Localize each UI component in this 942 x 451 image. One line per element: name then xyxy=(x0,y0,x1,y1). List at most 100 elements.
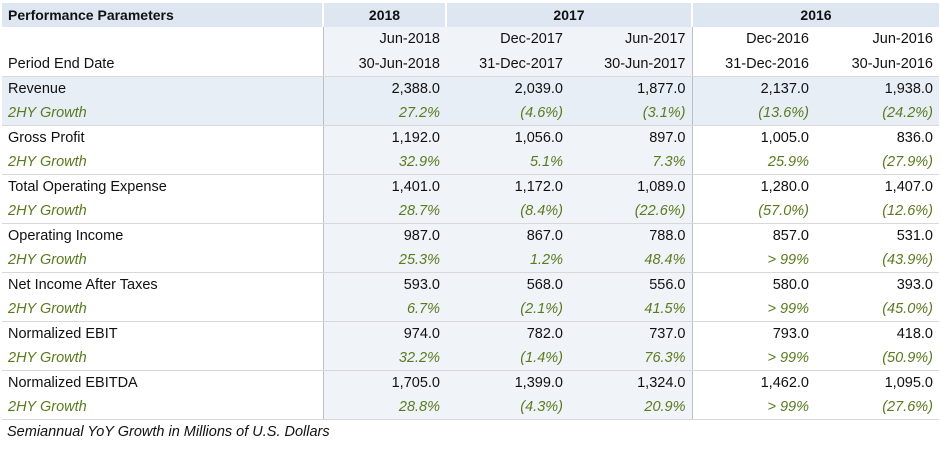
metric-value: 857.0 xyxy=(691,223,815,248)
metric-value: 531.0 xyxy=(896,227,933,244)
metric-value: 737.0 xyxy=(569,321,692,346)
growth-value: (4.6%) xyxy=(446,100,569,126)
metric-value: 393.0 xyxy=(896,276,933,293)
metric-value: 1,705.0 xyxy=(322,370,446,395)
growth-value: 41.5% xyxy=(569,296,692,322)
header-label: Performance Parameters xyxy=(2,3,323,27)
period-cell: Jun-2018 xyxy=(322,27,446,52)
growth-value: (27.9%) xyxy=(815,149,939,175)
metric-value: 1,938.0 xyxy=(815,76,939,101)
metric-label: Revenue xyxy=(2,76,323,101)
growth-value: 48.4% xyxy=(569,247,692,273)
growth-label: 2HY Growth xyxy=(2,198,323,224)
metric-value: 1,280.0 xyxy=(691,174,815,199)
growth-value: (2.1%) xyxy=(446,296,569,322)
growth-value: 25.3% xyxy=(322,247,446,273)
growth-value: > 99% xyxy=(691,296,815,322)
metric-row: Revenue 2,388.0 2,039.0 1,877.0 2,137.0 1,938… xyxy=(2,76,939,101)
growth-value: (4.3%) xyxy=(446,394,569,420)
metric-value: 1,172.0 xyxy=(446,174,569,199)
growth-value: (27.6%) xyxy=(815,394,939,420)
growth-value: 28.7% xyxy=(322,198,446,224)
growth-value: 1.2% xyxy=(446,247,569,273)
growth-label: 2HY Growth xyxy=(2,149,323,175)
metric-value: 782.0 xyxy=(446,321,569,346)
metric-value: 2,137.0 xyxy=(691,76,815,101)
growth-value: (43.9%) xyxy=(815,247,939,273)
period-row-label xyxy=(2,27,323,52)
growth-label: 2HY Growth xyxy=(2,247,323,273)
year-2016-header: 2016 xyxy=(691,3,939,27)
metric-value: 593.0 xyxy=(322,272,446,297)
metric-label: Normalized EBIT xyxy=(8,325,118,342)
metric-value: 987.0 xyxy=(322,223,446,248)
metric-row: Total Operating Expense 1,401.0 1,172.0 1,0… xyxy=(2,174,939,199)
growth-value: 76.3% xyxy=(569,345,692,371)
year-2017-header: 2017 xyxy=(445,3,692,27)
period-cell: Dec-2017 xyxy=(446,27,569,52)
period-end-cell: 30-Jun-2016 xyxy=(815,51,939,77)
period-end-cell: 31-Dec-2017 xyxy=(446,51,569,77)
growth-row: 2HY Growth 28.7% (8.4%) (22.6%) (57.0%) (12.6… xyxy=(2,198,939,224)
growth-row: 2HY Growth 25.3% 1.2% 48.4% > 99% (43.9%) xyxy=(2,247,939,273)
growth-label: 2HY Growth xyxy=(2,394,323,420)
metric-value: 897.0 xyxy=(569,125,692,150)
metric-value: 1,095.0 xyxy=(884,374,933,391)
metric-value: 1,089.0 xyxy=(569,174,692,199)
performance-table: Performance Parameters 2018 2017 2016 Ju… xyxy=(2,3,939,420)
growth-label: 2HY Growth xyxy=(2,296,323,322)
metric-label: Operating Income xyxy=(8,227,124,244)
growth-value: (13.6%) xyxy=(691,100,815,126)
growth-row: 2HY Growth 6.7% (2.1%) 41.5% > 99% (45.0%) xyxy=(2,296,939,322)
metric-row: Operating Income 987.0 867.0 788.0 857.0 531.… xyxy=(2,223,939,248)
growth-value: 32.9% xyxy=(322,149,446,175)
metric-value: 867.0 xyxy=(446,223,569,248)
growth-value: (22.6%) xyxy=(569,198,692,224)
period-end-cell: 30-Jun-2018 xyxy=(322,51,446,77)
metric-value: 1,407.0 xyxy=(884,178,933,195)
growth-value: (8.4%) xyxy=(446,198,569,224)
metric-value: 836.0 xyxy=(896,129,933,146)
metric-label: Gross Profit xyxy=(8,129,85,146)
period-end-cell: 30-Jun-2017 xyxy=(569,51,692,77)
growth-row: 2HY Growth 32.2% (1.4%) 76.3% > 99% (50.9%) xyxy=(2,345,939,371)
footnote: Semiannual YoY Growth in Millions of U.S… xyxy=(7,424,330,440)
growth-value: > 99% xyxy=(691,394,815,420)
period-row: Jun-2018 Dec-2017 Jun-2017 Dec-2016 Jun-… xyxy=(2,27,939,52)
growth-label: 2HY Growth xyxy=(2,100,323,126)
growth-value: 6.7% xyxy=(322,296,446,322)
growth-value: 32.2% xyxy=(322,345,446,371)
metric-value: 580.0 xyxy=(691,272,815,297)
metric-value: 788.0 xyxy=(569,223,692,248)
growth-value: (24.2%) xyxy=(815,100,939,126)
growth-row: 2HY Growth 32.9% 5.1% 7.3% 25.9% (27.9%) xyxy=(2,149,939,175)
growth-value: (12.6%) xyxy=(815,198,939,224)
growth-row: 2HY Growth 28.8% (4.3%) 20.9% > 99% (27.6%) xyxy=(2,394,939,420)
metric-value: 2,388.0 xyxy=(322,76,446,101)
metric-value: 1,324.0 xyxy=(569,370,692,395)
metric-value: 1,401.0 xyxy=(322,174,446,199)
metric-value: 1,005.0 xyxy=(691,125,815,150)
year-header-row: Performance Parameters 2018 2017 2016 xyxy=(2,3,939,27)
metric-label: Normalized EBITDA xyxy=(8,374,138,391)
period-end-row: Period End Date 30-Jun-2018 31-Dec-2017 … xyxy=(2,51,939,77)
metric-row: Gross Profit 1,192.0 1,056.0 897.0 1,005.0 83… xyxy=(2,125,939,150)
period-cell: Dec-2016 xyxy=(691,27,815,52)
metric-row: Normalized EBITDA 1,705.0 1,399.0 1,324.0 1,… xyxy=(2,370,939,395)
growth-value: 5.1% xyxy=(446,149,569,175)
growth-value: 28.8% xyxy=(322,394,446,420)
metric-row: Normalized EBIT 974.0 782.0 737.0 793.0 418.0 xyxy=(2,321,939,346)
growth-value: > 99% xyxy=(691,345,815,371)
growth-label: 2HY Growth xyxy=(2,345,323,371)
metric-value: 1,877.0 xyxy=(569,76,692,101)
period-end-label: Period End Date xyxy=(2,51,323,77)
metric-label: Net Income After Taxes xyxy=(8,276,158,293)
period-end-cell: 31-Dec-2016 xyxy=(691,51,815,77)
growth-value: (1.4%) xyxy=(446,345,569,371)
metric-row: Net Income After Taxes 593.0 568.0 556.0 580… xyxy=(2,272,939,297)
metric-value: 418.0 xyxy=(896,325,933,342)
growth-value: (3.1%) xyxy=(569,100,692,126)
year-2018-header: 2018 xyxy=(322,3,446,27)
period-cell: Jun-2016 xyxy=(872,31,933,48)
